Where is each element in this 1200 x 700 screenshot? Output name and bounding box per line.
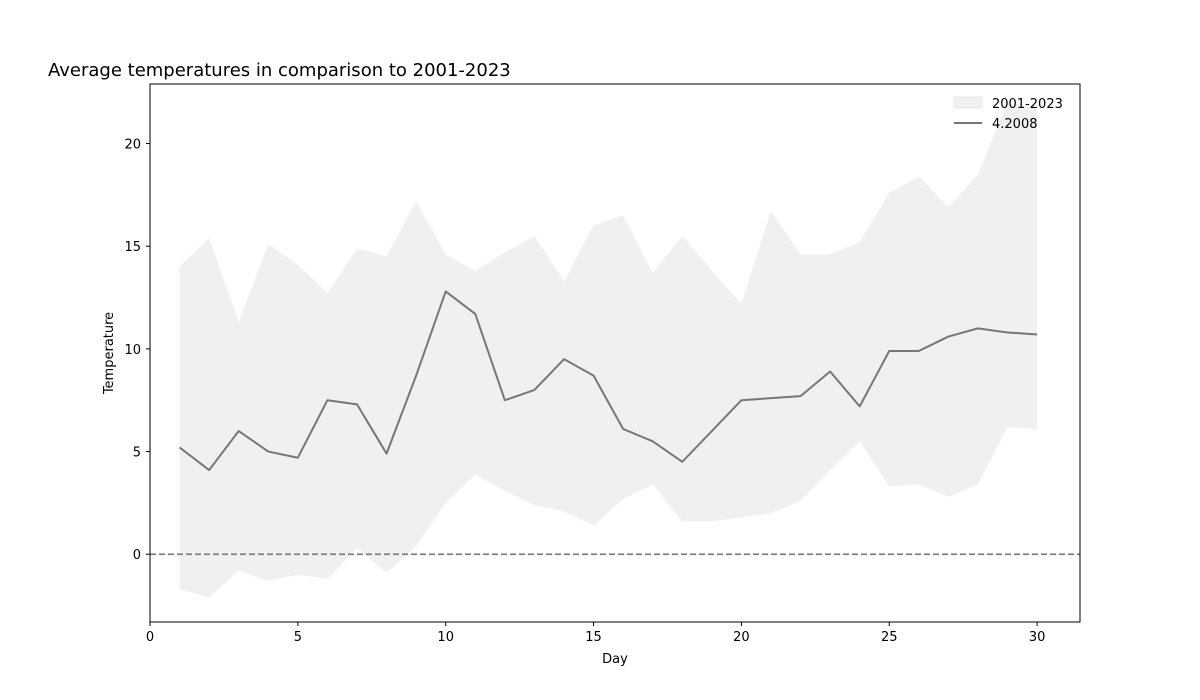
x-tick-label: 20 bbox=[733, 630, 750, 645]
x-tick-label: 25 bbox=[881, 630, 898, 645]
y-axis-label: Temperature bbox=[102, 312, 117, 395]
y-tick-label: 20 bbox=[124, 138, 141, 153]
legend-label-series: 4.2008 bbox=[992, 117, 1038, 132]
x-axis-label: Day bbox=[602, 652, 628, 667]
legend-swatch-band bbox=[953, 96, 983, 109]
y-tick-label: 0 bbox=[133, 548, 141, 563]
x-tick-label: 15 bbox=[585, 630, 602, 645]
x-tick-label: 5 bbox=[294, 630, 302, 645]
chart-title: Average temperatures in comparison to 20… bbox=[48, 60, 511, 81]
x-tick-label: 0 bbox=[146, 630, 154, 645]
x-tick-label: 10 bbox=[437, 630, 454, 645]
y-tick-label: 15 bbox=[124, 240, 141, 255]
series-line-0 bbox=[178, 290, 1038, 472]
x-tick-label: 30 bbox=[1029, 630, 1046, 645]
y-tick-label: 10 bbox=[124, 343, 141, 358]
band-area bbox=[179, 102, 1038, 598]
legend: 2001-2023 4.2008 bbox=[953, 96, 1063, 132]
x-axis: 0 5 10 15 20 25 30 bbox=[146, 622, 1046, 645]
plot-frame bbox=[149, 83, 1081, 623]
plot-content bbox=[150, 102, 1080, 598]
legend-label-band: 2001-2023 bbox=[992, 97, 1063, 112]
y-axis: 0 5 10 15 20 bbox=[124, 138, 150, 563]
y-tick-label: 5 bbox=[133, 446, 141, 461]
